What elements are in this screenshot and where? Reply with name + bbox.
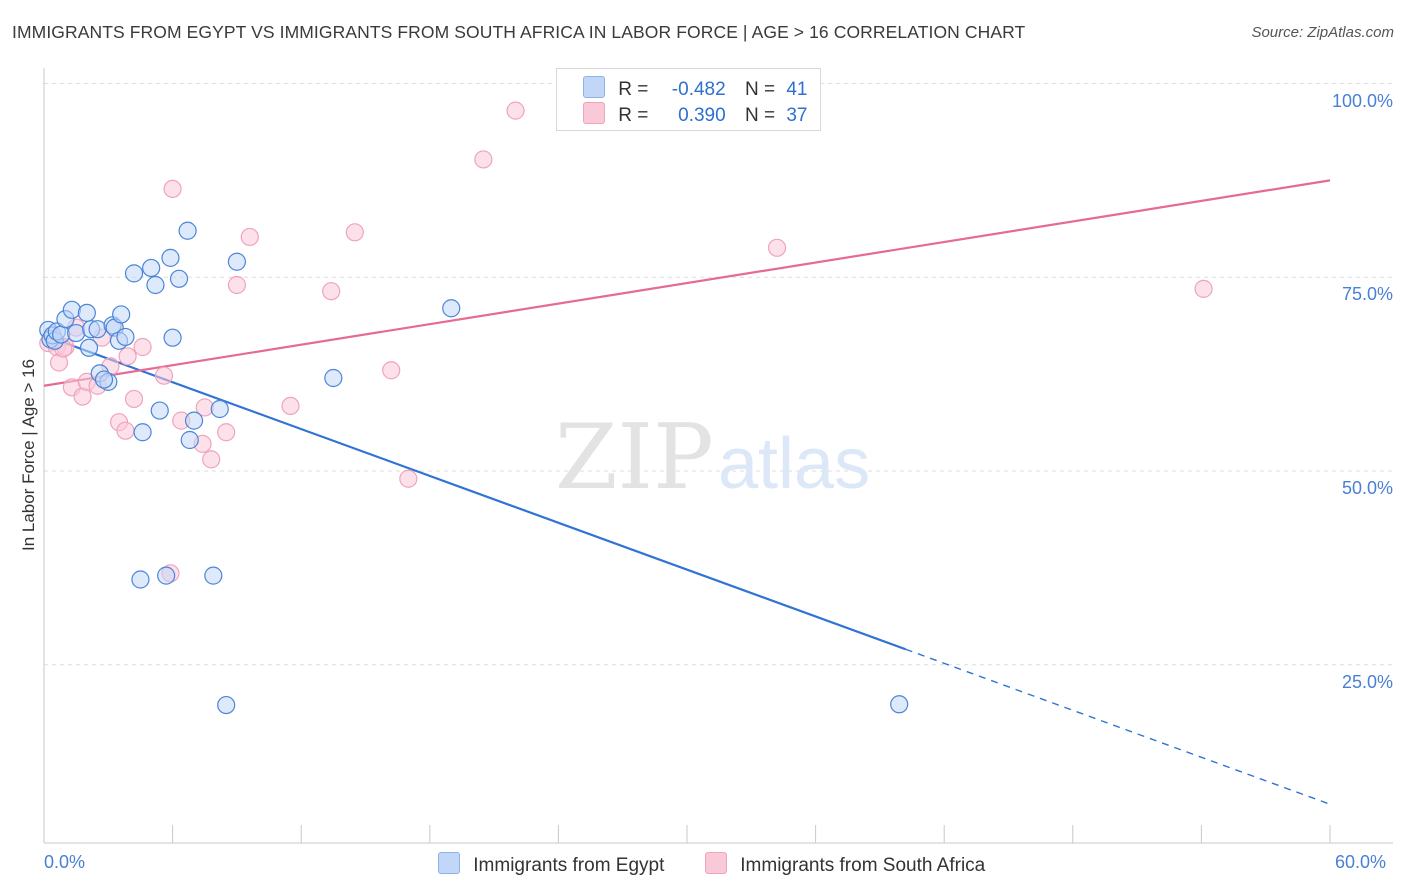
grid-lines — [44, 83, 1393, 666]
data-point-egypt — [142, 258, 161, 278]
data-point-egypt — [131, 570, 150, 589]
legend-swatch-egypt — [583, 76, 605, 98]
legend-r-value-south-africa: 0.390 — [678, 105, 726, 126]
data-point-south-africa — [240, 227, 259, 247]
data-point-egypt — [163, 328, 182, 347]
legend-r-label: R = — [618, 79, 649, 100]
data-point-south-africa — [227, 275, 246, 295]
data-point-egypt — [217, 695, 236, 715]
data-point-south-africa — [1194, 279, 1213, 298]
data-point-egypt — [180, 430, 199, 450]
data-point-south-africa — [163, 179, 182, 198]
trend-line-south-africa — [43, 179, 1331, 387]
bottom-legend-label-egypt: Immigrants from Egypt — [473, 855, 665, 876]
data-point-egypt — [67, 323, 86, 343]
x-tick-label-min: 0.0% — [44, 852, 86, 872]
bottom-legend-label-south-africa: Immigrants from South Africa — [740, 855, 986, 876]
data-point-egypt — [62, 300, 81, 319]
scatter-points — [39, 101, 1213, 715]
data-point-egypt — [210, 399, 229, 419]
data-point-egypt — [442, 299, 461, 318]
legend-row-egypt: R = -0.482 N = 41 — [583, 76, 807, 100]
data-point-egypt — [52, 325, 71, 344]
data-point-south-africa — [118, 347, 137, 366]
data-point-egypt — [150, 401, 169, 420]
legend-n-label: N = — [744, 79, 776, 100]
y-tick-label: 100.0% — [1331, 90, 1393, 111]
data-point-egypt — [178, 221, 197, 240]
legend-r-value-egypt: -0.482 — [671, 79, 726, 100]
data-point-egypt — [112, 305, 131, 324]
source-label: Source: ZipAtlas.com — [1251, 24, 1394, 41]
data-point-south-africa — [281, 396, 300, 415]
data-point-south-africa — [202, 450, 221, 469]
y-axis-label: In Labor Force | Age > 16 — [19, 358, 38, 552]
data-point-south-africa — [382, 361, 401, 380]
data-point-south-africa — [133, 337, 152, 357]
legend-r-label: R = — [618, 105, 649, 126]
chart-title: IMMIGRANTS FROM EGYPT VS IMMIGRANTS FROM… — [12, 22, 1026, 42]
data-point-egypt — [133, 423, 152, 442]
legend-n-value-south-africa: 37 — [786, 105, 808, 126]
data-point-egypt — [227, 252, 246, 271]
data-point-south-africa — [399, 469, 418, 488]
bottom-legend-south-africa: Immigrants from South Africa — [705, 852, 985, 877]
data-point-egypt — [88, 320, 107, 339]
data-point-egypt — [79, 338, 99, 357]
legend-row-south-africa: R = 0.390 N = 37 — [583, 102, 807, 126]
data-point-south-africa — [154, 366, 174, 385]
y-tick-label: 25.0% — [1341, 671, 1393, 692]
data-point-south-africa — [217, 423, 236, 442]
bottom-legend-egypt: Immigrants from Egypt — [438, 852, 664, 877]
data-point-egypt — [204, 566, 223, 585]
data-point-south-africa — [116, 421, 135, 440]
bottom-legend-swatch-south-africa — [705, 852, 727, 874]
trend-line-egypt-extension — [905, 648, 1331, 805]
data-point-egypt — [161, 248, 180, 267]
data-point-south-africa — [345, 223, 364, 242]
data-point-egypt — [157, 566, 176, 585]
axes — [43, 68, 1393, 844]
data-point-south-africa — [767, 238, 787, 257]
data-point-egypt — [116, 327, 135, 347]
data-point-egypt — [77, 303, 96, 322]
data-point-south-africa — [124, 389, 144, 409]
y-tick-label: 50.0% — [1341, 478, 1393, 498]
trend-line-egypt — [43, 334, 906, 651]
data-point-south-africa — [322, 282, 341, 301]
x-tick-label-max: 60.0% — [1335, 852, 1387, 872]
data-point-egypt — [890, 695, 909, 714]
data-point-egypt — [169, 269, 189, 288]
correlation-legend: R = -0.482 N = 41 R = 0.390 N = 37 — [556, 68, 821, 131]
trend-lines — [43, 179, 1331, 805]
watermark-zip: ZIP — [555, 405, 714, 510]
data-point-egypt — [146, 275, 165, 295]
legend-n-value-egypt: 41 — [786, 79, 808, 100]
watermark-atlas: atlas — [718, 424, 870, 504]
data-point-south-africa — [474, 150, 493, 169]
bottom-legend-swatch-egypt — [438, 852, 460, 874]
legend-swatch-south-africa — [583, 102, 605, 124]
data-point-egypt — [94, 370, 114, 389]
legend-n-label: N = — [744, 105, 776, 126]
watermark: ZIP atlas — [555, 405, 870, 510]
data-point-egypt — [124, 264, 144, 283]
y-tick-label: 75.0% — [1341, 284, 1393, 305]
data-point-south-africa — [506, 101, 525, 120]
data-point-egypt — [184, 411, 204, 430]
data-point-egypt — [324, 368, 343, 388]
